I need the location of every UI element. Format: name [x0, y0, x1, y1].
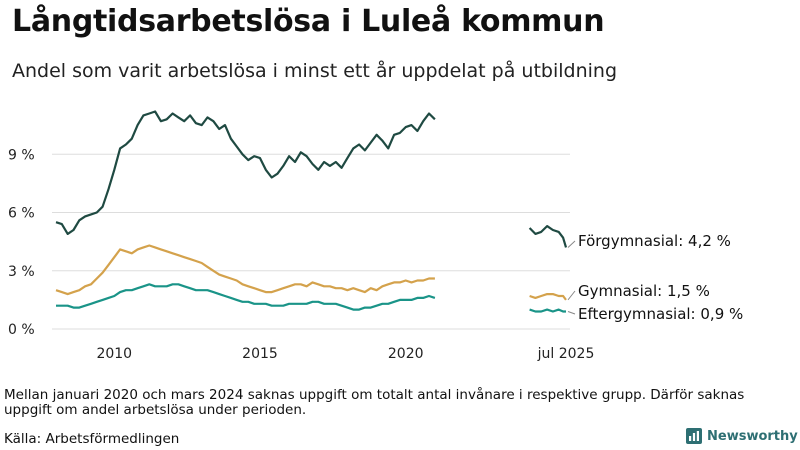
chart-subtitle: Andel som varit arbetslösa i minst ett å… [12, 60, 618, 82]
series-line-förgymnasial [55, 110, 436, 235]
series-line-förgymnasial [528, 225, 568, 248]
y-tick-label: 9 % [8, 147, 35, 163]
x-tick-label: 2020 [388, 346, 424, 362]
series-line-eftergymnasial [56, 283, 436, 311]
series-line-eftergymnasial [529, 308, 566, 313]
x-tick-label: 2010 [96, 346, 132, 362]
end-label-gymnasial: Gymnasial: 1,5 % [578, 282, 710, 300]
newsworthy-icon [686, 428, 702, 444]
y-tick-label: 0 % [8, 322, 35, 338]
series-line-gymnasial [529, 293, 567, 301]
chart-title: Långtidsarbetslösa i Luleå kommun [12, 4, 605, 39]
end-label-förgymnasial: Förgymnasial: 4,2 % [578, 232, 731, 250]
x-tick-label: jul 2025 [537, 346, 595, 362]
end-label-connector [567, 240, 576, 248]
newsworthy-brand: Newsworthy [707, 428, 798, 444]
newsworthy-logo: Newsworthy [686, 428, 798, 444]
end-label-connector [567, 290, 576, 301]
y-tick-label: 3 % [8, 264, 35, 280]
end-label-eftergymnasial: Eftergymnasial: 0,9 % [578, 305, 743, 323]
source-text: Källa: Arbetsförmedlingen [4, 431, 180, 447]
end-label-connector [567, 311, 576, 315]
series-line-gymnasial [55, 244, 435, 296]
y-tick-label: 6 % [8, 206, 35, 222]
line-chart: 0 % 3 % 6 % 9 % 2010 2015 2020 jul 2025 Förgymna… [8, 110, 743, 362]
footnote: Mellan januari 2020 och mars 2024 saknas… [4, 387, 745, 418]
x-tick-label: 2015 [242, 346, 278, 362]
